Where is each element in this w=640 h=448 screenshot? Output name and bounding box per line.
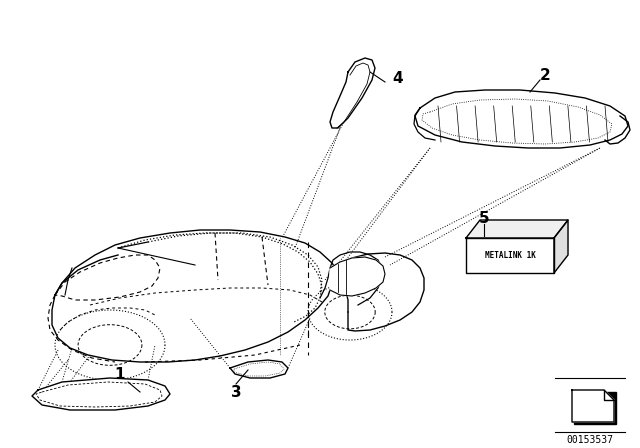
Polygon shape	[466, 220, 568, 238]
Text: 5: 5	[479, 211, 490, 225]
Text: 00153537: 00153537	[566, 435, 614, 445]
Text: 1: 1	[115, 366, 125, 382]
Polygon shape	[330, 58, 375, 128]
Polygon shape	[574, 392, 616, 424]
Text: METALINK 1K: METALINK 1K	[484, 251, 536, 260]
Polygon shape	[32, 378, 170, 410]
Polygon shape	[230, 360, 288, 378]
Polygon shape	[466, 238, 554, 273]
Text: 3: 3	[230, 384, 241, 400]
Text: 2: 2	[540, 68, 550, 82]
Polygon shape	[415, 90, 628, 148]
Text: 4: 4	[393, 70, 403, 86]
Polygon shape	[572, 390, 614, 422]
Polygon shape	[554, 220, 568, 273]
Polygon shape	[330, 257, 385, 296]
